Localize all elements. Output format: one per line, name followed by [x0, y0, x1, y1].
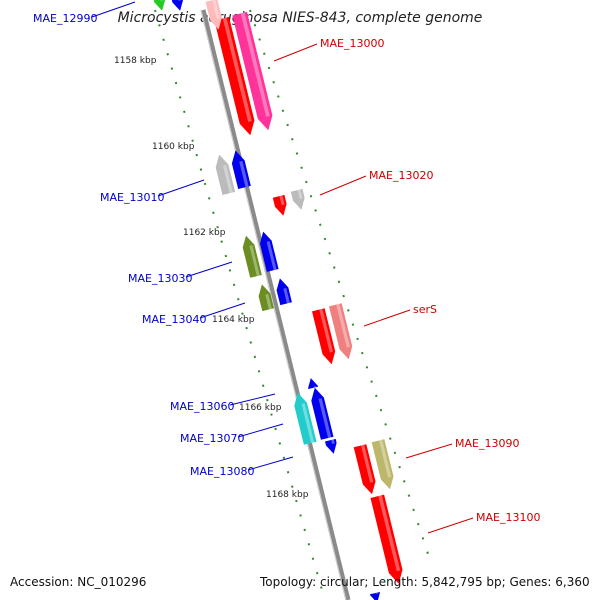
gene-sers-red — [312, 308, 336, 365]
gene-mae-13020-red — [272, 194, 287, 216]
gene-label[interactable]: MAE_13010 — [100, 191, 164, 204]
genome-backbone — [200, 9, 351, 600]
gene-mae-13030-olive-shine — [249, 245, 260, 277]
gene-label[interactable]: MAE_13040 — [142, 313, 206, 326]
gene-sers-pink — [329, 303, 353, 360]
gene-label-leader — [273, 43, 318, 62]
gene-label[interactable]: MAE_13100 — [476, 511, 540, 524]
kbp-tick-label: 1164 kbp — [212, 315, 255, 325]
gene-label-leader — [185, 261, 233, 278]
gene-label-leader — [405, 443, 453, 459]
gene-mae-13090-khaki-shine — [379, 439, 392, 478]
kbp-tick-label: 1158 kbp — [114, 56, 157, 66]
gene-label[interactable]: serS — [413, 303, 437, 316]
gene-label[interactable]: MAE_13030 — [128, 272, 192, 285]
gene-sers-pink-shine — [336, 303, 350, 348]
gene-label[interactable]: MAE_13020 — [369, 169, 433, 182]
gene-mae-13100-red-shine — [378, 495, 401, 572]
gene-mae-13080-blue — [325, 438, 337, 454]
gene-label-leader — [229, 393, 276, 406]
gene-mae-13040-olive-shine — [265, 293, 272, 310]
gene-label-leader — [319, 175, 367, 196]
gene-label-leader — [157, 179, 205, 197]
kbp-tick-label: 1162 kbp — [183, 228, 226, 238]
gene-mae-13010-blue — [231, 150, 251, 189]
gene-mae-13010-grey — [215, 154, 236, 195]
gene-mae-13040-blue — [276, 278, 292, 306]
gene-label-leader — [427, 517, 474, 534]
gene-mae-13000-light — [205, 0, 222, 30]
gene-mae-13000-red — [214, 16, 255, 136]
gene-mae-13070-blue — [311, 387, 334, 440]
gene-label-leader — [199, 302, 246, 319]
gene-mae-13010-blue-shine — [239, 160, 249, 188]
gene-mae-13000-red-shine — [222, 17, 252, 122]
gene-mae-13090-red-shine — [361, 444, 374, 483]
gene-label[interactable]: MAE_13060 — [170, 400, 234, 413]
gene-mae-13020-grey-shine — [297, 189, 303, 200]
gene-label-leader — [363, 309, 411, 327]
gene-mae-13070-cyan — [294, 392, 317, 445]
genome-summary-text: Topology: circular; Length: 5,842,795 bp… — [260, 575, 590, 589]
gene-mae-13030-blue-shine — [266, 241, 277, 271]
gene-mae-13000-pink — [232, 11, 273, 131]
genome-backbone-highlight — [200, 9, 347, 600]
gene-mae-13020-red-shine — [279, 195, 285, 206]
gene-mae-13030-blue — [260, 231, 279, 272]
gene-label[interactable]: MAE_13070 — [180, 432, 244, 445]
gene-mae-13020-grey — [290, 188, 305, 210]
gene-mae-13030-olive — [242, 235, 262, 278]
kbp-tick-label: 1166 kbp — [239, 403, 282, 413]
gene-label-leader — [91, 1, 136, 18]
gene-label-leader — [237, 423, 284, 438]
gene-label-leader — [247, 456, 294, 471]
gene-sers-red-shine — [319, 308, 333, 353]
gene-mae-13040-blue-shine — [283, 287, 290, 304]
gene-mae-13100-red — [370, 494, 403, 584]
gene-mae-13010-grey-shine — [222, 164, 233, 194]
gene-mae-13090-red — [353, 444, 376, 495]
gene-mae-13090-khaki — [371, 439, 394, 490]
gene-mae-12990-b — [171, 0, 184, 11]
gene-mae-13080-blue-shine — [331, 439, 335, 445]
gene-mae-13060-blue — [308, 378, 318, 389]
gene-mae-13070-cyan-shine — [301, 403, 315, 443]
gene-mae-13040-olive — [258, 284, 274, 312]
gene-mae-13000-pink-shine — [240, 12, 270, 117]
gene-mae-13110-blue — [370, 592, 380, 600]
gene-mae-12990-a — [153, 0, 166, 11]
kbp-tick-label: 1160 kbp — [152, 142, 195, 152]
gene-mae-13070-blue-shine — [318, 398, 332, 438]
left-ruler-line — [154, 9, 323, 591]
gene-label[interactable]: MAE_13000 — [320, 37, 384, 50]
gene-label[interactable]: MAE_13080 — [190, 465, 254, 478]
gene-label[interactable]: MAE_13090 — [455, 437, 519, 450]
gene-mae-13000-light-shine — [212, 0, 220, 19]
kbp-tick-label: 1168 kbp — [266, 490, 309, 500]
right-ruler-line — [249, 9, 431, 561]
gene-label[interactable]: MAE_12990 — [33, 12, 97, 25]
accession-text: Accession: NC_010296 — [10, 575, 147, 589]
